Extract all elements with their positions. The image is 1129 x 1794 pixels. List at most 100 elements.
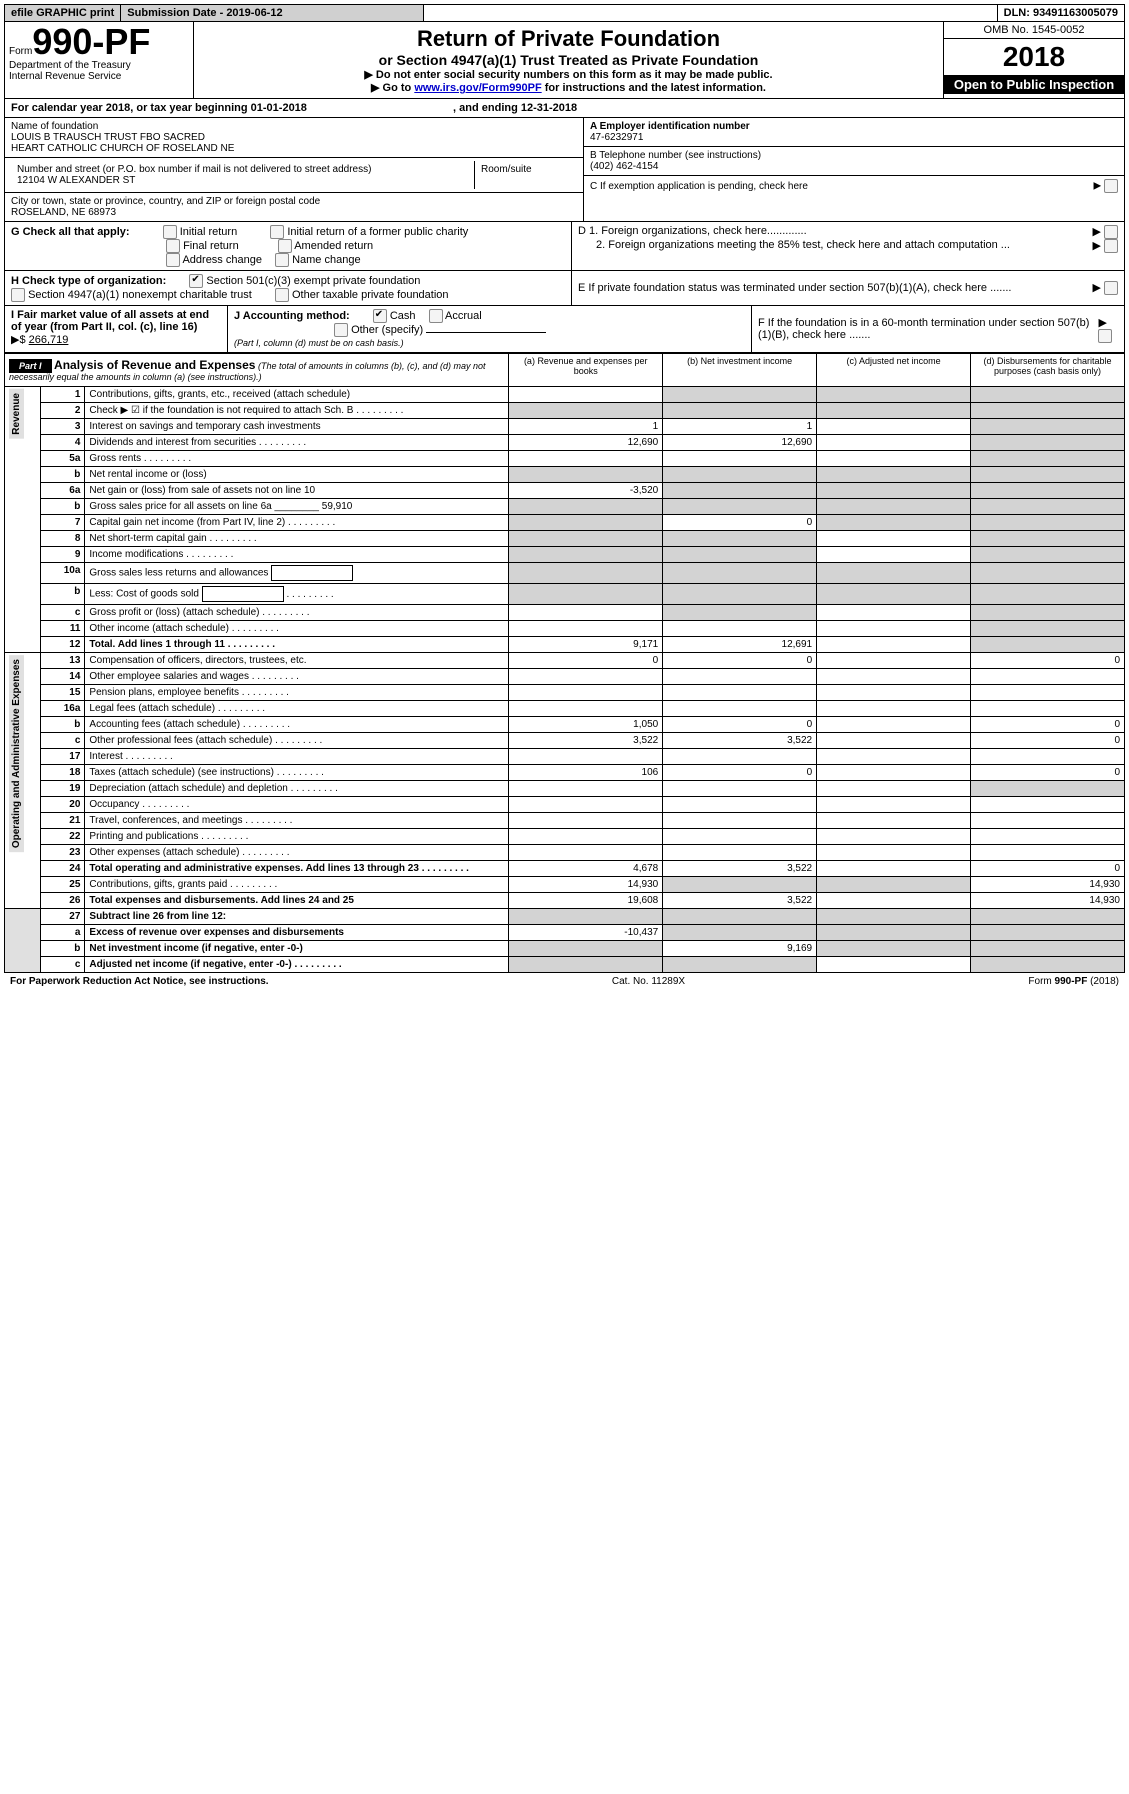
instruction-line-2: ▶ Go to www.irs.gov/Form990PF for instru… <box>198 81 939 94</box>
value-cell <box>663 584 817 605</box>
value-cell <box>817 957 971 973</box>
fmv-value: 266,719 <box>29 334 69 346</box>
value-cell <box>971 547 1125 563</box>
cb-accrual[interactable] <box>429 309 443 323</box>
cb-cash[interactable] <box>373 309 387 323</box>
table-row: aExcess of revenue over expenses and dis… <box>5 925 1125 941</box>
table-row: 27Subtract line 26 from line 12: <box>5 909 1125 925</box>
cb-initial-former[interactable] <box>270 225 284 239</box>
cb-f[interactable] <box>1098 329 1112 343</box>
cb-address-change[interactable] <box>166 253 180 267</box>
phone-cell: B Telephone number (see instructions) (4… <box>584 147 1124 176</box>
line-description: Gross sales less returns and allowances <box>85 563 509 584</box>
value-cell <box>817 861 971 877</box>
line-description: Capital gain net income (from Part IV, l… <box>85 515 509 531</box>
value-cell <box>971 829 1125 845</box>
table-row: bNet investment income (if negative, ent… <box>5 941 1125 957</box>
value-cell <box>663 451 817 467</box>
efile-button[interactable]: efile GRAPHIC print <box>5 5 121 21</box>
line-number: 5a <box>40 451 85 467</box>
value-cell <box>971 701 1125 717</box>
irs-link[interactable]: www.irs.gov/Form990PF <box>414 82 541 94</box>
value-cell: 3,522 <box>663 861 817 877</box>
table-row: 2Check ▶ ☑ if the foundation is not requ… <box>5 403 1125 419</box>
d1-label: D 1. Foreign organizations, check here..… <box>578 225 807 239</box>
cb-initial-return[interactable] <box>163 225 177 239</box>
top-spacer <box>424 5 997 21</box>
col-b-header: (b) Net investment income <box>663 354 817 387</box>
line-description: Other employee salaries and wages <box>85 669 509 685</box>
value-cell <box>663 781 817 797</box>
cb-d2[interactable] <box>1104 239 1118 253</box>
line-description: Travel, conferences, and meetings <box>85 813 509 829</box>
value-cell <box>817 387 971 403</box>
cb-name-change[interactable] <box>275 253 289 267</box>
value-cell <box>971 451 1125 467</box>
cb-amended[interactable] <box>278 239 292 253</box>
section-i-j-f: I Fair market value of all assets at end… <box>4 306 1125 353</box>
form-prefix: Form <box>9 46 32 57</box>
value-cell: 106 <box>509 765 663 781</box>
open-public-badge: Open to Public Inspection <box>944 75 1124 94</box>
value-cell: 0 <box>971 653 1125 669</box>
checkbox-c[interactable] <box>1104 179 1118 193</box>
value-cell <box>971 621 1125 637</box>
e-label: E If private foundation status was termi… <box>578 282 1012 294</box>
phone-label: B Telephone number (see instructions) <box>590 150 1118 161</box>
line-description: Contributions, gifts, grants, etc., rece… <box>85 387 509 403</box>
value-cell <box>817 653 971 669</box>
value-cell <box>663 547 817 563</box>
cb-other-method[interactable] <box>334 323 348 337</box>
city-value: ROSELAND, NE 68973 <box>11 207 577 218</box>
line-description: Subtract line 26 from line 12: <box>85 909 509 925</box>
line-description: Adjusted net income (if negative, enter … <box>85 957 509 973</box>
line-number: 22 <box>40 829 85 845</box>
value-cell <box>817 669 971 685</box>
value-cell <box>817 483 971 499</box>
table-row: bLess: Cost of goods sold <box>5 584 1125 605</box>
value-cell <box>971 403 1125 419</box>
d2-label: 2. Foreign organizations meeting the 85%… <box>596 239 1010 253</box>
line-description: Income modifications <box>85 547 509 563</box>
table-row: Revenue1Contributions, gifts, grants, et… <box>5 387 1125 403</box>
value-cell <box>509 467 663 483</box>
value-cell <box>817 685 971 701</box>
header-right: OMB No. 1545-0052 2018 Open to Public In… <box>943 22 1124 98</box>
cb-other-taxable[interactable] <box>275 288 289 302</box>
line-number: 7 <box>40 515 85 531</box>
cb-final-return[interactable] <box>166 239 180 253</box>
value-cell <box>817 765 971 781</box>
value-cell <box>509 845 663 861</box>
value-cell <box>663 605 817 621</box>
line-description: Taxes (attach schedule) (see instruction… <box>85 765 509 781</box>
value-cell: 0 <box>971 861 1125 877</box>
cb-d1[interactable] <box>1104 225 1118 239</box>
table-row: 9Income modifications <box>5 547 1125 563</box>
ein-value: 47-6232971 <box>590 132 1118 143</box>
value-cell: 3,522 <box>663 893 817 909</box>
value-cell <box>971 685 1125 701</box>
top-bar: efile GRAPHIC print Submission Date - 20… <box>4 4 1125 22</box>
cb-501c3[interactable] <box>189 274 203 288</box>
value-cell <box>509 909 663 925</box>
table-row: 18Taxes (attach schedule) (see instructi… <box>5 765 1125 781</box>
h-label: H Check type of organization: <box>11 275 166 287</box>
table-row: 26Total expenses and disbursements. Add … <box>5 893 1125 909</box>
line-number: 19 <box>40 781 85 797</box>
line-description: Net investment income (if negative, ente… <box>85 941 509 957</box>
value-cell <box>817 547 971 563</box>
table-row: 4Dividends and interest from securities1… <box>5 435 1125 451</box>
value-cell <box>817 637 971 653</box>
exemption-label: C If exemption application is pending, c… <box>590 181 808 192</box>
value-cell <box>817 813 971 829</box>
cb-4947[interactable] <box>11 288 25 302</box>
value-cell <box>817 419 971 435</box>
table-row: 7Capital gain net income (from Part IV, … <box>5 515 1125 531</box>
g-label: G Check all that apply: <box>11 226 130 238</box>
cb-e[interactable] <box>1104 281 1118 295</box>
line-number: 18 <box>40 765 85 781</box>
value-cell <box>509 941 663 957</box>
line-description: Interest on savings and temporary cash i… <box>85 419 509 435</box>
line-number: 25 <box>40 877 85 893</box>
form-title: Return of Private Foundation <box>198 26 939 52</box>
